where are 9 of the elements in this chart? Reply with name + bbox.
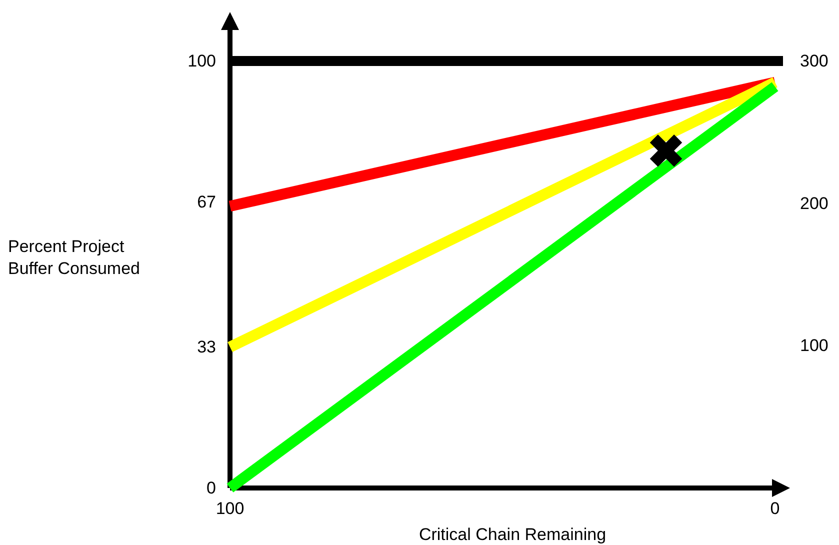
y-tick-label: 100 bbox=[188, 51, 216, 70]
y-tick-label: 0 bbox=[206, 478, 216, 498]
y-tick-label: 67 bbox=[197, 192, 216, 212]
y2-tick-label: 300 bbox=[800, 51, 828, 70]
y2-tick-label: 200 bbox=[800, 194, 828, 213]
x-axis-title: Critical Chain Remaining bbox=[418, 525, 606, 544]
y2-tick-label: 100 bbox=[800, 336, 828, 356]
y-tick-label: 33 bbox=[197, 338, 216, 357]
y-axis-title: Percent Project Buffer Consumed bbox=[8, 237, 140, 278]
